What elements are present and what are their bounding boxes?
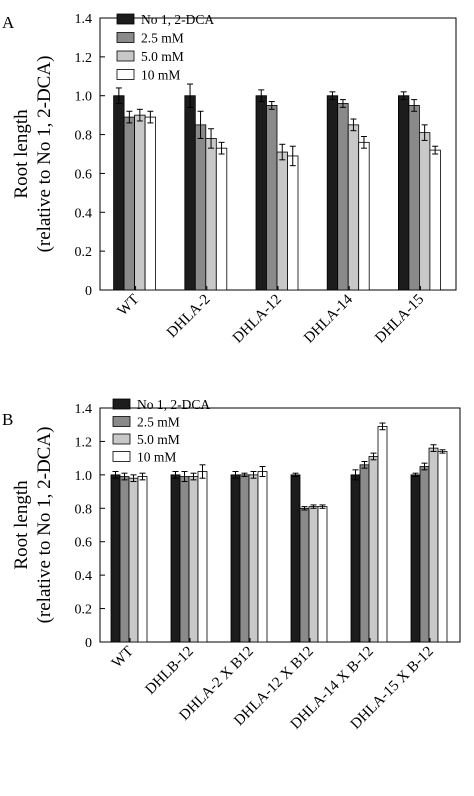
bar xyxy=(266,105,278,291)
y-tick-label: 1.2 xyxy=(75,435,93,450)
y-tick-label: 0.2 xyxy=(75,245,93,260)
bar xyxy=(128,477,139,643)
x-category-label: DHLA-14 xyxy=(301,291,356,346)
x-category-label: DHLA-2 xyxy=(164,292,214,342)
bar xyxy=(113,95,125,291)
bar xyxy=(215,147,228,291)
bar xyxy=(359,464,370,643)
y-tick-label: 1.4 xyxy=(75,12,93,27)
bar xyxy=(276,151,288,291)
bar xyxy=(110,474,121,643)
y-axis-title-line1: Root length xyxy=(11,109,32,199)
legend-label: 10 mM xyxy=(137,450,176,465)
y-tick-label: 0.8 xyxy=(75,502,93,517)
bar xyxy=(350,474,361,643)
bar xyxy=(257,471,268,643)
bar xyxy=(358,141,370,291)
y-tick-label: 0.2 xyxy=(75,603,93,618)
x-category-label: WT xyxy=(115,292,143,320)
legend-label: 10 mM xyxy=(141,68,180,83)
y-tick-label: 1.4 xyxy=(75,402,93,417)
legend-swatch xyxy=(112,416,131,427)
bar xyxy=(194,124,207,291)
y-tick-label: 0 xyxy=(85,284,92,299)
bar xyxy=(184,95,196,291)
bar xyxy=(337,103,349,291)
y-tick-label: 0.4 xyxy=(75,206,93,221)
bar xyxy=(134,114,146,291)
bar xyxy=(410,474,421,643)
legend-swatch xyxy=(112,451,131,462)
bar xyxy=(188,476,199,643)
bar xyxy=(170,474,181,643)
legend-swatch xyxy=(116,13,135,25)
legend-label: 5.0 mM xyxy=(141,49,184,64)
legend-swatch xyxy=(116,69,135,80)
bar xyxy=(137,476,148,643)
x-category-label: DHLA-12 xyxy=(230,292,285,347)
panel-letter: A xyxy=(2,13,15,32)
y-axis-title-line2: (relative to No 1, 2-DCA) xyxy=(34,56,55,253)
legend-swatch xyxy=(116,50,135,62)
legend-swatch xyxy=(116,32,135,43)
bar xyxy=(429,149,441,291)
bar xyxy=(308,506,319,643)
bar xyxy=(144,116,157,291)
bar xyxy=(397,95,410,291)
y-tick-label: 1.0 xyxy=(75,469,93,484)
y-tick-label: 0.8 xyxy=(75,129,93,144)
bar xyxy=(299,507,310,643)
bar xyxy=(428,447,439,643)
x-category-label: DHLA-15 xyxy=(372,292,427,347)
legend-label: 5.0 mM xyxy=(137,432,180,447)
legend-label: No 1, 2-DCA xyxy=(141,12,214,27)
bar xyxy=(197,471,208,643)
bar xyxy=(437,451,448,643)
bar xyxy=(123,116,135,291)
bar xyxy=(205,138,217,291)
bar xyxy=(419,466,430,643)
bar xyxy=(326,95,339,291)
legend-label: No 1, 2-DCA xyxy=(137,397,210,412)
legend-swatch xyxy=(112,433,131,445)
bar xyxy=(179,476,190,643)
y-tick-label: 1.2 xyxy=(75,51,93,66)
bar xyxy=(347,124,360,291)
bar xyxy=(368,456,379,643)
bar xyxy=(230,474,241,643)
plot-frame xyxy=(99,407,461,643)
bar xyxy=(119,476,130,643)
chart-panel-b: B 0 0.2 0.4 0.6 0.8 1.0 1.2 1.4 Root length (relat… xyxy=(2,397,461,733)
y-tick-label: 0 xyxy=(85,636,92,651)
legend-swatch xyxy=(112,398,131,410)
y-tick-label: 1.0 xyxy=(75,90,93,105)
bar xyxy=(317,506,328,643)
y-axis-title-line2: (relative to No 1, 2-DCA) xyxy=(34,427,55,624)
bar xyxy=(248,474,259,643)
bar xyxy=(418,132,431,291)
bar xyxy=(287,155,299,291)
bar xyxy=(239,474,250,643)
panel-letter: B xyxy=(2,410,13,429)
legend-label: 2.5 mM xyxy=(137,415,180,430)
x-category-label: DHLB-12 xyxy=(143,644,197,698)
bar xyxy=(377,425,388,643)
x-category-label: WT xyxy=(109,644,137,672)
bar xyxy=(255,95,267,291)
chart-panel-a: A 0 0.2 0.4 0.6 0.8 1.0 1.2 1.4 Root length (relat… xyxy=(2,12,457,347)
bar xyxy=(408,105,420,291)
y-axis-title-line1: Root length xyxy=(11,480,32,570)
bar xyxy=(290,474,301,643)
legend-label: 2.5 mM xyxy=(141,31,184,46)
y-tick-label: 0.4 xyxy=(75,569,93,584)
y-tick-label: 0.6 xyxy=(75,536,93,551)
y-tick-label: 0.6 xyxy=(75,167,93,182)
